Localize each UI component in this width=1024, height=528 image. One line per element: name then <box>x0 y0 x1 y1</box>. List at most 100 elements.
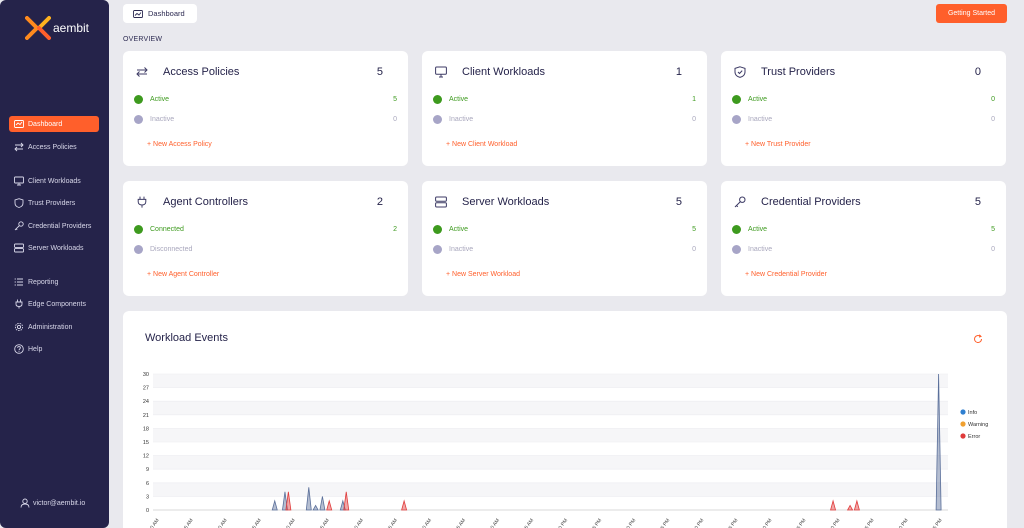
key-icon <box>734 196 746 208</box>
status-dot <box>732 94 741 104</box>
grid-band <box>153 428 948 442</box>
breadcrumb-label: Dashboard <box>148 9 185 18</box>
status-dot <box>433 224 442 234</box>
getting-started-button[interactable]: Getting Started <box>936 4 1007 23</box>
status-dot <box>732 114 741 124</box>
y-tick-label: 12 <box>143 454 149 460</box>
monitor-icon <box>435 66 447 78</box>
card-count: 2 <box>376 196 383 208</box>
card-title: Trust Providers <box>761 66 836 78</box>
status-label: Active <box>150 95 170 103</box>
status-row-active: Active 5 <box>433 224 696 234</box>
sidebar-item-label: Reporting <box>28 278 59 286</box>
plug-icon <box>137 196 147 208</box>
status-dot <box>433 94 442 104</box>
card-credential-providers[interactable]: Credential Providers 5 Active 5 Inactive 0… <box>721 181 1006 296</box>
card-access-policies[interactable]: Access Policies 5 Active 5 Inactive 0 + Ne… <box>123 51 408 166</box>
breadcrumb-dashboard[interactable]: Dashboard <box>123 4 197 23</box>
card-title: Access Policies <box>163 66 240 78</box>
sidebar-item-edge-components[interactable]: Edge Components <box>9 296 99 312</box>
logo-text: aembit <box>53 21 90 35</box>
legend-label: Warning <box>968 422 988 428</box>
status-value: 0 <box>991 245 995 253</box>
card-client-workloads[interactable]: Client Workloads 1 Active 1 Inactive 0 + N… <box>422 51 707 166</box>
x-tick-label: 02:00 PM <box>824 518 841 528</box>
sidebar-item-client-workloads[interactable]: Client Workloads <box>9 173 99 189</box>
series-peak-info <box>935 373 942 511</box>
sidebar-item-label: Server Workloads <box>28 244 84 252</box>
x-tick-label: 02:15 PM <box>858 518 875 528</box>
card-trust-providers[interactable]: Trust Providers 0 Active 0 Inactive 0 + Ne… <box>721 51 1006 166</box>
sidebar-item-credential-providers[interactable]: Credential Providers <box>9 218 99 234</box>
user-icon <box>20 498 30 508</box>
sidebar-item-access-policies[interactable]: Access Policies <box>9 139 99 155</box>
series-peak-info <box>271 499 278 511</box>
legend-marker <box>960 421 966 427</box>
y-tick-label: 6 <box>146 481 149 487</box>
grid-band <box>153 455 948 470</box>
legend-label: Info <box>968 410 977 416</box>
card-count: 5 <box>675 196 682 208</box>
card-count: 5 <box>376 66 383 78</box>
x-tick-label: 10:15 AM <box>314 518 331 528</box>
status-dot <box>134 224 143 234</box>
help-icon <box>14 344 24 354</box>
sidebar-item-dashboard[interactable]: Dashboard <box>9 116 99 132</box>
status-row-inactive: Inactive 0 <box>732 114 995 124</box>
sidebar-item-help[interactable]: Help <box>9 341 99 357</box>
status-dot <box>134 94 143 104</box>
new-agent-controller-link[interactable]: + New Agent Controller <box>147 271 220 278</box>
arrows-swap-icon <box>14 142 24 152</box>
status-label: Active <box>748 225 768 233</box>
status-value: 1 <box>692 95 696 103</box>
sidebar-item-label: Dashboard <box>28 120 63 128</box>
card-count: 5 <box>974 196 981 208</box>
sidebar-item-label: Administration <box>28 323 73 331</box>
status-row-active: Active 5 <box>732 224 995 234</box>
sidebar-item-reporting[interactable]: Reporting <box>9 274 99 290</box>
arrows-swap-icon <box>136 67 148 77</box>
sidebar-item-server-workloads[interactable]: Server Workloads <box>9 240 99 256</box>
series-peak-error <box>343 491 350 511</box>
status-label: Inactive <box>449 245 474 253</box>
card-server-workloads[interactable]: Server Workloads 5 Active 5 Inactive 0 + N… <box>422 181 707 296</box>
series-peak-info <box>305 487 312 511</box>
y-tick-label: 3 <box>146 494 149 500</box>
status-dot <box>732 244 741 254</box>
y-tick-label: 15 <box>143 440 149 446</box>
list-icon <box>14 278 23 286</box>
aembit-logo-icon <box>25 16 51 40</box>
status-row-active: Active 0 <box>732 94 995 104</box>
new-credential-provider-link[interactable]: + New Credential Provider <box>745 271 827 278</box>
y-tick-label: 30 <box>143 372 149 378</box>
gear-icon <box>14 322 24 332</box>
server-icon <box>435 196 447 208</box>
sidebar: aembit Dashboard Access Policies Client … <box>0 0 109 528</box>
x-tick-label: 11:00 AM <box>416 518 433 528</box>
refresh-icon[interactable] <box>973 334 983 344</box>
status-value: 5 <box>991 225 995 233</box>
user-email: victor@aembit.io <box>33 499 86 507</box>
status-value: 0 <box>991 95 995 103</box>
card-agent-controllers[interactable]: Agent Controllers 2 Connected 2 Disconnec… <box>123 181 408 296</box>
x-tick-label: 01:00 PM <box>688 518 705 528</box>
new-trust-provider-link[interactable]: + New Trust Provider <box>745 141 811 148</box>
sidebar-item-trust-providers[interactable]: Trust Providers <box>9 195 99 211</box>
new-server-workload-link[interactable]: + New Server Workload <box>446 271 520 278</box>
status-dot <box>134 114 143 124</box>
x-tick-label: 02:45 PM <box>926 518 943 528</box>
x-tick-label: 09:45 AM <box>246 518 263 528</box>
logo[interactable]: aembit <box>25 16 89 40</box>
workload-events-panel: Workload Events 0 3 6 9 12 15 18 21 24 27 30 09:00 … <box>123 311 1007 528</box>
section-title-overview: OVERVIEW <box>123 36 163 43</box>
status-value: 0 <box>393 115 397 123</box>
x-tick-label: 09:30 AM <box>212 518 229 528</box>
card-title: Agent Controllers <box>163 196 248 208</box>
new-client-workload-link[interactable]: + New Client Workload <box>446 141 518 148</box>
status-label: Inactive <box>449 115 474 123</box>
server-icon <box>14 243 24 253</box>
sidebar-item-administration[interactable]: Administration <box>9 319 99 335</box>
user-menu[interactable]: victor@aembit.io <box>20 498 85 508</box>
new-access-policy-link[interactable]: + New Access Policy <box>147 141 212 148</box>
dashboard-icon <box>133 9 143 18</box>
